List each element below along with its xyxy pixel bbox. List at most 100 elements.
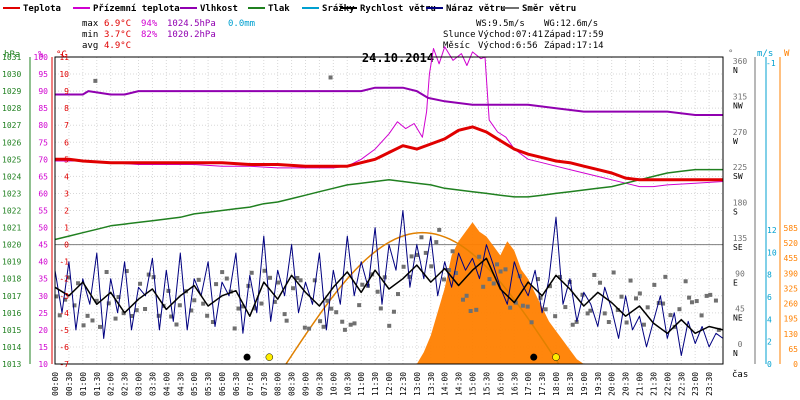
wind-direction-point: [563, 305, 568, 310]
sunset-marker: [552, 353, 560, 361]
tick-x-34: 17:00: [524, 372, 533, 396]
tick-celsius-12: 5: [64, 155, 69, 164]
wind-direction-point: [284, 318, 289, 323]
tick-x-45: 22:30: [677, 372, 686, 396]
tick-x-13: 06:30: [232, 372, 241, 396]
wind-direction-point: [580, 292, 585, 297]
tick-x-4: 02:00: [107, 372, 116, 396]
wind-direction-point: [592, 272, 597, 277]
wind-direction-point: [85, 313, 90, 318]
wind-direction-point: [387, 323, 392, 328]
tick-x-16: 08:00: [274, 372, 283, 396]
moon-rise: Východ:6:56: [478, 41, 538, 51]
tick-percent-1: 15: [38, 343, 48, 352]
tick-x-9: 04:30: [176, 372, 185, 396]
stat-min-temp: 3.7°C: [104, 30, 131, 40]
wind-direction-point: [253, 306, 258, 311]
wind-direction-point: [450, 249, 455, 254]
wind-direction-point: [298, 278, 303, 283]
tick-percent-18: 100: [34, 53, 49, 62]
wind-direction-point: [201, 301, 206, 306]
tick-x-31: 15:30: [482, 372, 491, 396]
legend-label-6: Náraz větru: [446, 3, 506, 14]
wind-direction-point: [699, 313, 704, 318]
tick-x-3: 01:30: [93, 372, 102, 396]
stat-max-temp: 6.9°C: [104, 19, 131, 29]
tick-hpa-18: 1031: [2, 53, 21, 62]
axis-speed-title: m/s: [757, 49, 773, 59]
wind-direction-point: [228, 289, 233, 294]
moonset-marker: [530, 353, 538, 361]
tick-celsius-18: 11: [59, 53, 69, 62]
axis-percent-title: %: [38, 50, 44, 60]
wind-direction-point: [378, 306, 383, 311]
wind-direction-point: [232, 326, 237, 331]
tick-x-6: 03:00: [135, 372, 144, 396]
tick-percent-16: 90: [38, 87, 48, 96]
tick-solar-0: 0: [793, 360, 798, 369]
tick-percent-17: 95: [38, 70, 48, 79]
axis-speed-top: -1: [766, 59, 776, 68]
wind-direction-point: [177, 303, 182, 308]
wind-direction-point: [357, 303, 362, 308]
tick-x-20: 10:00: [329, 372, 338, 396]
tick-hpa-4: 1017: [2, 292, 21, 301]
tick-percent-12: 70: [38, 155, 48, 164]
wind-direction-point: [340, 319, 345, 324]
sun-set: Západ:17:59: [544, 30, 604, 40]
wind-direction-point: [106, 301, 111, 306]
tick-percent-10: 60: [38, 189, 48, 198]
tick-compass-8: N: [733, 66, 738, 75]
legend-bar: Teplota Přízemní teplota Vlhkost Tlak Srážky…: [0, 0, 800, 14]
wind-direction-point: [491, 281, 496, 286]
wind-direction-point: [529, 320, 534, 325]
wind-direction-point: [318, 319, 323, 324]
tick-percent-13: 75: [38, 138, 48, 147]
wind-direction-point: [547, 284, 552, 289]
sun-rise: Východ:07:41: [478, 30, 543, 40]
stat-avg-label: avg: [82, 41, 98, 51]
moon-set: Západ:17:14: [544, 41, 604, 51]
tick-x-39: 19:30: [594, 372, 603, 396]
tick-direction-1: 45: [735, 305, 745, 314]
wind-direction-point: [634, 296, 639, 301]
wind-direction-point: [661, 301, 666, 306]
wind-direction-point: [429, 264, 434, 269]
wind-direction-point: [525, 304, 530, 309]
tick-x-37: 18:30: [566, 372, 575, 396]
tick-x-46: 23:00: [691, 372, 700, 396]
moon-label: Měsíc: [443, 41, 470, 51]
stat-min-label: min: [82, 30, 98, 40]
tick-hpa-17: 1030: [2, 70, 21, 79]
solar-theory-curve: [285, 231, 560, 365]
wind-direction-point: [513, 300, 518, 305]
tick-celsius-15: 8: [64, 104, 69, 113]
wind-direction-point: [121, 311, 126, 316]
wind-direction-point: [585, 311, 590, 316]
wind-direction-point: [334, 310, 339, 315]
tick-celsius-3: -4: [59, 309, 69, 318]
tick-x-26: 13:00: [413, 372, 422, 396]
wind-direction-point: [508, 305, 513, 310]
legend-label-5: Rychlost větru: [360, 3, 436, 14]
wind-direction-point: [192, 298, 197, 303]
wind-direction-point: [487, 277, 492, 282]
wind-direction-point: [98, 324, 103, 329]
tick-x-24: 12:00: [385, 372, 394, 396]
tick-compass-2: E: [733, 278, 738, 287]
tick-percent-9: 55: [38, 207, 48, 216]
tick-percent-6: 40: [38, 258, 48, 267]
wind-direction-point: [557, 274, 562, 279]
wind-direction-point: [694, 299, 699, 304]
tick-compass-5: SW: [733, 172, 743, 181]
wind-direction-point: [90, 318, 95, 323]
tick-celsius-0: -7: [59, 360, 69, 369]
legend-background: [0, 0, 800, 14]
tick-celsius-13: 6: [64, 138, 69, 147]
tick-speed-1: 2: [767, 338, 772, 347]
wind-direction-point: [446, 268, 451, 273]
tick-x-28: 14:00: [441, 372, 450, 396]
tick-percent-3: 25: [38, 309, 48, 318]
tick-hpa-7: 1020: [2, 241, 21, 250]
